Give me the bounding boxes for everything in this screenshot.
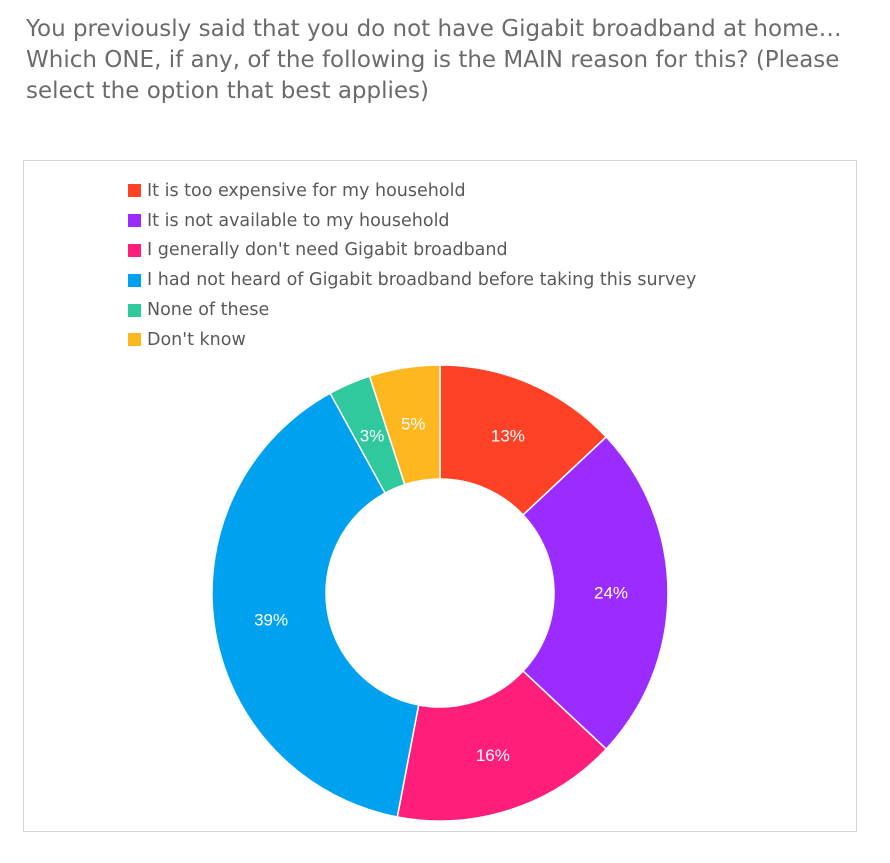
slice-data-label: 3% [360,427,385,446]
slice-data-label: 5% [401,415,426,434]
legend-label: I had not heard of Gigabit broadband bef… [147,270,697,291]
donut-slice [522,435,669,751]
legend-item: I generally don't need Gigabit broadband [128,236,696,266]
chart-area: It is too expensive for my household It i… [23,160,857,832]
donut-slice [396,669,608,822]
legend-item: It is not available to my household [128,206,696,236]
legend-label: I generally don't need Gigabit broadband [147,240,508,261]
legend-swatch [128,243,141,257]
legend-label: Don't know [147,329,246,350]
slice-data-label: 24% [594,584,628,603]
legend-label: None of these [147,300,270,321]
legend-item: None of these [128,295,696,325]
legend-swatch [128,273,141,287]
donut-slice [368,364,441,486]
slice-data-label: 39% [254,610,288,629]
slice-data-label: 16% [476,746,510,765]
legend-swatch [128,303,141,317]
legend-swatch [128,214,141,228]
slice-data-label: 13% [491,427,525,446]
legend-item: It is too expensive for my household [128,176,696,206]
legend-item: Don't know [128,325,696,355]
legend-swatch [128,333,141,347]
legend-item: I had not heard of Gigabit broadband bef… [128,265,696,295]
legend-label: It is not available to my household [147,210,450,231]
legend-label: It is too expensive for my household [147,180,466,201]
chart-legend: It is too expensive for my household It i… [128,176,696,355]
legend-swatch [128,184,141,198]
donut-chart: 13% 24% 16% 39% 3% 5% [211,364,669,822]
donut-slice [211,392,420,818]
question-title: You previously said that you do not have… [26,16,842,104]
